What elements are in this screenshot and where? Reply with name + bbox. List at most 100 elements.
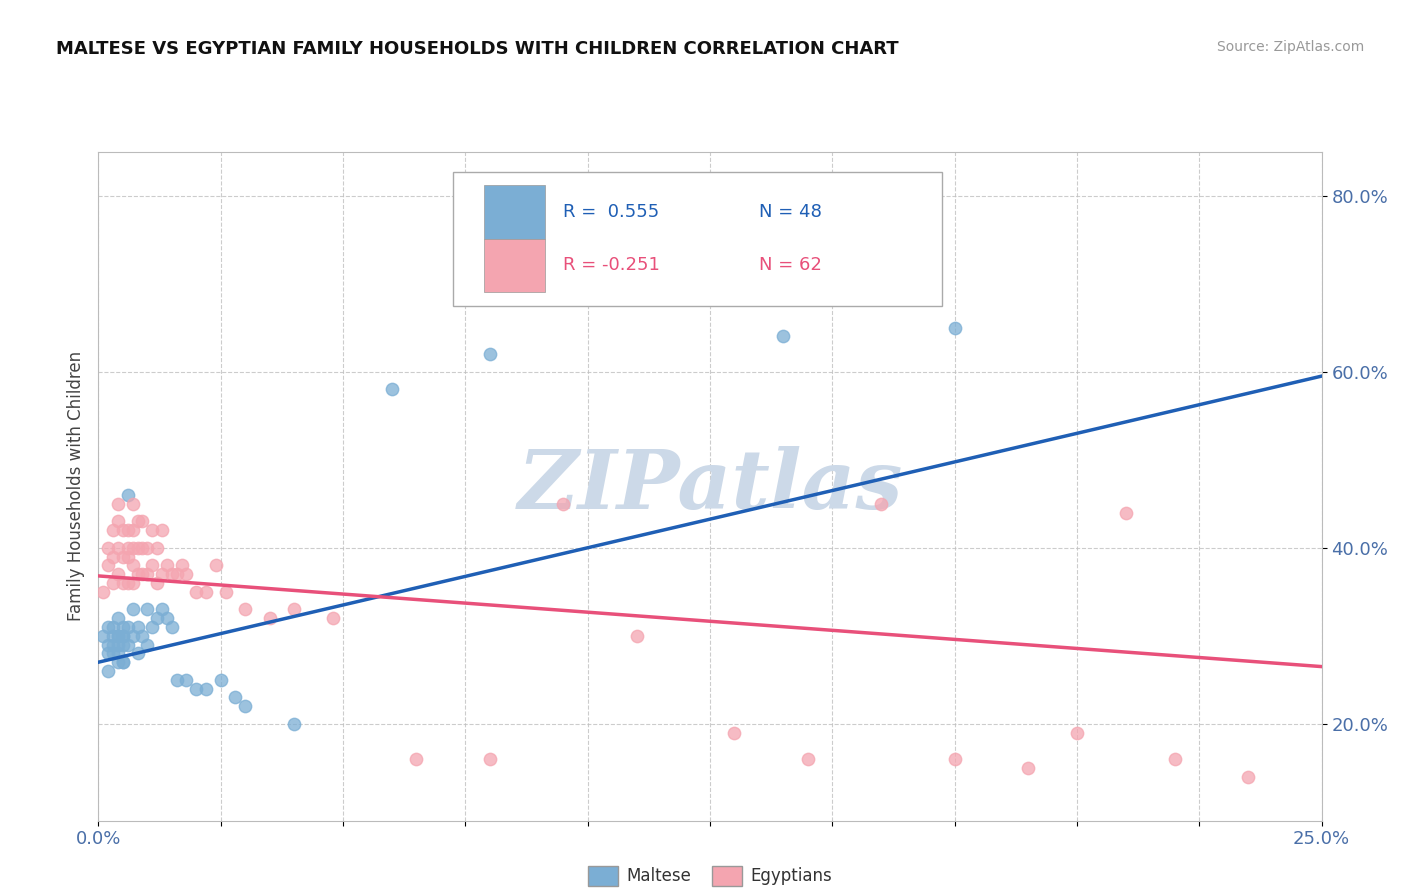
Point [141, 620, 163, 634]
Point [150, 523, 173, 537]
Point [146, 576, 169, 591]
Point [176, 567, 198, 582]
Point [111, 549, 134, 564]
Point [478, 752, 501, 766]
Point [141, 558, 163, 573]
Point [1237, 770, 1260, 784]
Point [131, 514, 153, 528]
Text: MALTESE VS EGYPTIAN FAMILY HOUSEHOLDS WITH CHILDREN CORRELATION CHART: MALTESE VS EGYPTIAN FAMILY HOUSEHOLDS WI… [56, 40, 898, 58]
Point [127, 620, 149, 634]
Point [117, 620, 139, 634]
Point [117, 576, 139, 591]
Text: N = 48: N = 48 [759, 202, 823, 221]
Point [224, 690, 246, 705]
Text: Source: ZipAtlas.com: Source: ZipAtlas.com [1216, 40, 1364, 54]
Point [101, 638, 124, 652]
Point [121, 558, 143, 573]
Point [107, 629, 129, 643]
Text: R = -0.251: R = -0.251 [564, 256, 661, 275]
Point [107, 611, 129, 625]
Point [405, 752, 427, 766]
Point [107, 514, 129, 528]
Point [107, 497, 129, 511]
Point [107, 646, 129, 660]
Point [97, 664, 120, 678]
Point [97, 638, 120, 652]
Point [91, 629, 114, 643]
Point [121, 602, 143, 616]
Point [943, 752, 966, 766]
Point [553, 497, 575, 511]
Point [111, 629, 134, 643]
Point [150, 602, 173, 616]
Point [1164, 752, 1187, 766]
Point [107, 655, 129, 669]
Point [1066, 725, 1088, 739]
Point [186, 681, 208, 696]
Point [166, 567, 188, 582]
Point [117, 523, 139, 537]
Point [195, 584, 218, 599]
Point [943, 320, 966, 334]
Point [136, 602, 159, 616]
Point [121, 523, 143, 537]
Point [127, 514, 149, 528]
Point [121, 629, 143, 643]
Point [381, 382, 404, 396]
Text: ZIPatlas: ZIPatlas [517, 446, 903, 526]
Point [797, 752, 820, 766]
Point [156, 558, 179, 573]
Point [176, 673, 198, 687]
Text: N = 62: N = 62 [759, 256, 823, 275]
Point [166, 673, 188, 687]
Point [259, 611, 281, 625]
Point [150, 567, 173, 582]
Point [127, 541, 149, 555]
FancyBboxPatch shape [484, 239, 546, 293]
Legend: Maltese, Egyptians: Maltese, Egyptians [582, 859, 838, 892]
Point [283, 716, 305, 731]
Point [101, 646, 124, 660]
Point [136, 567, 159, 582]
Point [160, 620, 183, 634]
Point [101, 576, 124, 591]
Point [111, 655, 134, 669]
Point [870, 497, 893, 511]
Point [146, 541, 169, 555]
Point [146, 611, 169, 625]
Point [1017, 761, 1039, 775]
Point [121, 497, 143, 511]
Point [101, 523, 124, 537]
Point [131, 541, 153, 555]
Point [131, 567, 153, 582]
Point [117, 488, 139, 502]
Point [136, 638, 159, 652]
Point [97, 541, 120, 555]
Point [97, 646, 120, 660]
Point [723, 725, 745, 739]
Point [1115, 506, 1137, 520]
Point [141, 523, 163, 537]
Point [322, 611, 344, 625]
Point [156, 611, 179, 625]
Point [136, 541, 159, 555]
Point [101, 629, 124, 643]
Point [121, 541, 143, 555]
Point [233, 699, 256, 714]
FancyBboxPatch shape [453, 171, 942, 305]
Point [101, 620, 124, 634]
Point [107, 629, 129, 643]
Point [111, 576, 134, 591]
Point [478, 347, 501, 361]
Point [97, 620, 120, 634]
Point [111, 638, 134, 652]
Text: R =  0.555: R = 0.555 [564, 202, 659, 221]
Point [111, 523, 134, 537]
Point [195, 681, 218, 696]
Y-axis label: Family Households with Children: Family Households with Children [66, 351, 84, 621]
Point [101, 549, 124, 564]
Point [121, 576, 143, 591]
Point [127, 567, 149, 582]
Point [283, 602, 305, 616]
Point [186, 584, 208, 599]
